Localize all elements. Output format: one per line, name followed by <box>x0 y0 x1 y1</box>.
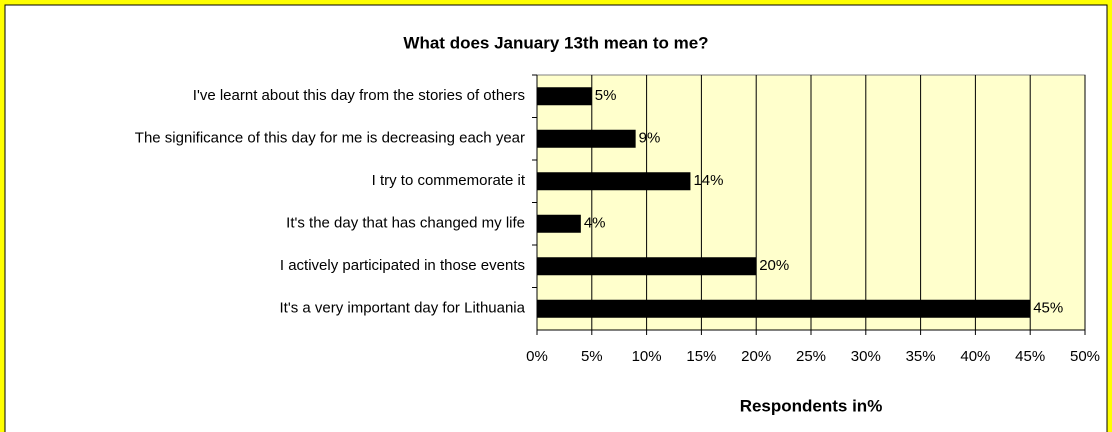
x-tick-label: 50% <box>1070 348 1100 365</box>
x-axis-title: Respondents in% <box>740 396 883 415</box>
x-tick-label: 30% <box>851 348 881 365</box>
y-tick-label: The significance of this day for me is d… <box>135 130 525 147</box>
x-tick-label: 15% <box>686 348 716 365</box>
chart-title: What does January 13th mean to me? <box>403 33 708 52</box>
value-label: 14% <box>693 172 723 189</box>
bar <box>537 129 636 148</box>
bar <box>537 214 581 233</box>
bar <box>537 299 1031 318</box>
bar <box>537 172 691 191</box>
x-tick-label: 10% <box>632 348 662 365</box>
value-label: 9% <box>639 130 661 147</box>
bar <box>537 87 592 106</box>
value-label: 20% <box>759 257 789 274</box>
y-tick-label: I've learnt about this day from the stor… <box>193 87 525 104</box>
x-tick-label: 25% <box>796 348 826 365</box>
y-tick-label: It's a very important day for Lithuania <box>280 300 526 317</box>
y-tick-label: It's the day that has changed my life <box>286 215 525 232</box>
value-label: 45% <box>1033 300 1063 317</box>
value-label: 5% <box>595 87 617 104</box>
y-tick-label: I try to commemorate it <box>372 172 526 189</box>
x-tick-label: 35% <box>906 348 936 365</box>
x-tick-label: 45% <box>1015 348 1045 365</box>
value-label: 4% <box>584 215 606 232</box>
x-tick-label: 0% <box>526 348 548 365</box>
y-tick-label: I actively participated in those events <box>280 257 525 274</box>
x-tick-label: 5% <box>581 348 603 365</box>
bar <box>537 257 757 276</box>
x-tick-label: 40% <box>960 348 990 365</box>
x-tick-label: 20% <box>741 348 771 365</box>
